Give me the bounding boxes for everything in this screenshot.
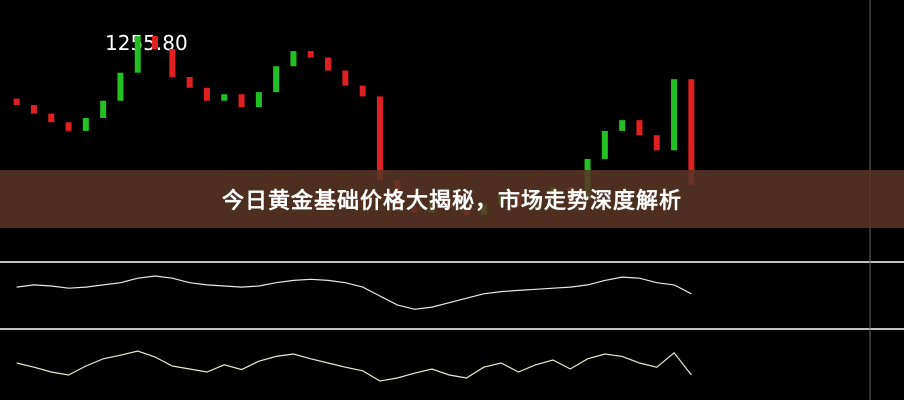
indicator-line bbox=[16, 275, 692, 310]
candle bbox=[13, 98, 20, 106]
candle bbox=[325, 57, 332, 71]
candle bbox=[601, 130, 608, 159]
candle bbox=[48, 113, 55, 123]
candle bbox=[255, 92, 262, 108]
candle bbox=[376, 96, 383, 181]
candle bbox=[273, 66, 280, 93]
candle bbox=[169, 48, 176, 78]
candle bbox=[359, 85, 366, 97]
banner: 今日黄金基础价格大揭秘，市场走势深度解析 bbox=[0, 170, 904, 228]
candle bbox=[238, 94, 245, 108]
candle bbox=[221, 94, 228, 101]
candle bbox=[619, 120, 626, 131]
candle bbox=[688, 79, 695, 185]
banner-title: 今日黄金基础价格大揭秘，市场走势深度解析 bbox=[221, 189, 682, 214]
candle bbox=[342, 70, 349, 86]
candle bbox=[134, 36, 141, 73]
candle bbox=[117, 72, 124, 101]
candle bbox=[82, 117, 89, 131]
candle bbox=[290, 51, 297, 67]
candle bbox=[653, 135, 660, 151]
indicator-line bbox=[16, 350, 692, 382]
candle bbox=[100, 100, 107, 118]
candle bbox=[65, 122, 72, 131]
candle bbox=[203, 87, 210, 101]
candle bbox=[636, 120, 643, 136]
candle bbox=[307, 51, 314, 58]
candle bbox=[152, 36, 159, 49]
candle bbox=[186, 77, 193, 88]
candle bbox=[671, 79, 678, 151]
candle bbox=[30, 105, 37, 114]
